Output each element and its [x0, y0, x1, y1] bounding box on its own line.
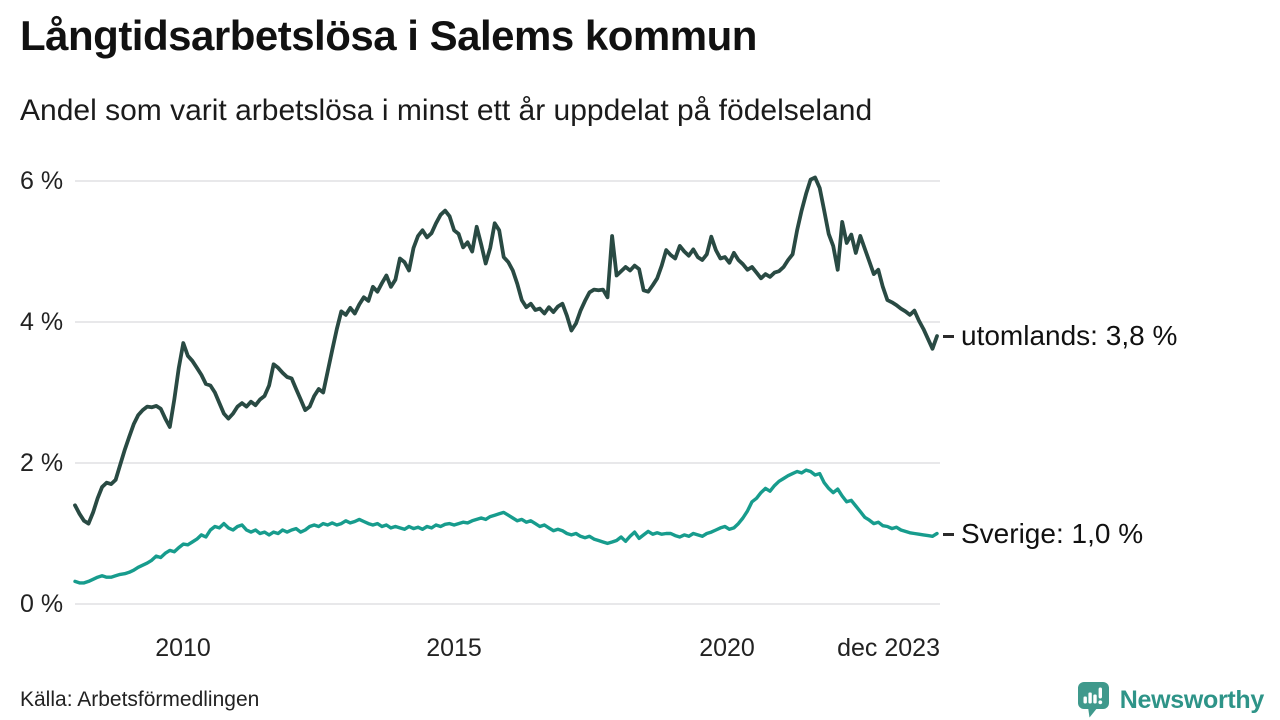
series-end-label-text: Sverige: 1,0 %: [961, 518, 1144, 549]
chart-title: Långtidsarbetslösa i Salems kommun: [20, 12, 757, 59]
chart-subtitle: Andel som varit arbetslösa i minst ett å…: [20, 94, 873, 127]
y-axis-tick-4: 4 %: [20, 308, 64, 336]
series-end-label-utomlands: utomlands: 3,8 %: [943, 320, 1177, 352]
newsworthy-logo-icon: [1077, 682, 1109, 718]
y-axis-tick-6: 6 %: [20, 167, 64, 195]
x-axis-tick-dec-2023: dec 2023: [837, 634, 940, 662]
x-axis-tick-2010: 2010: [155, 634, 211, 662]
label-connector-dash: [943, 334, 954, 338]
series-end-label-text: utomlands: 3,8 %: [961, 320, 1178, 351]
source-note: Källa: Arbetsförmedlingen: [20, 688, 260, 711]
y-axis-tick-2: 2 %: [20, 449, 64, 477]
y-axis-tick-0: 0 %: [20, 590, 64, 618]
series-line-utomlands: [73, 175, 939, 526]
x-axis-tick-2015: 2015: [426, 634, 482, 662]
label-connector-dash: [943, 532, 954, 536]
x-axis-tick-2020: 2020: [699, 634, 755, 662]
newsworthy-brand: Newsworthy: [1076, 681, 1264, 719]
series-end-label-sverige: Sverige: 1,0 %: [943, 518, 1143, 550]
series-line-Sverige: [73, 468, 939, 585]
newsworthy-logo-text: Newsworthy: [1119, 685, 1265, 714]
